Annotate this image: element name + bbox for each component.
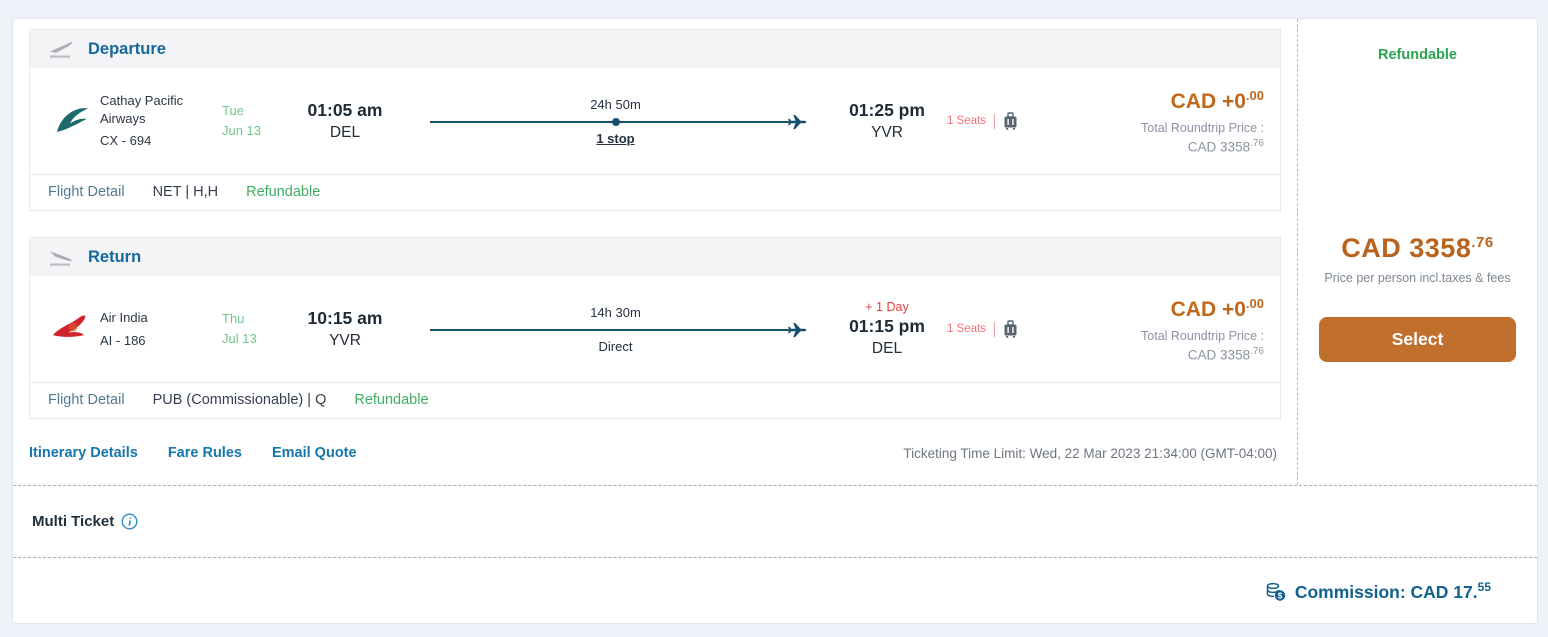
flight-number: AI - 186 <box>100 332 146 348</box>
landing-plane-icon <box>48 248 75 267</box>
airline-name: Air India <box>100 309 148 325</box>
return-date-value: Jul 13 <box>222 331 257 346</box>
stops-label: Direct <box>598 338 633 354</box>
coins-icon: $ <box>1266 582 1287 602</box>
seat-divider <box>994 321 995 337</box>
departure-date: Tue Jun 13 <box>222 101 286 141</box>
cathay-pacific-logo <box>42 100 100 142</box>
arrival-airport: YVR <box>871 124 903 141</box>
departure-time-block: 10:15 am YVR <box>286 308 404 350</box>
actions-row: Itinerary Details Fare Rules Email Quote… <box>29 445 1281 461</box>
divider <box>13 485 1537 486</box>
multi-ticket-label: Multi Ticket <box>32 513 115 530</box>
departure-airport: DEL <box>329 124 361 141</box>
panel-refundable-label: Refundable <box>1378 47 1457 63</box>
total-price-label: Total Roundtrip Price : <box>1141 328 1264 343</box>
seats-count: 1 Seats <box>947 323 986 335</box>
divider <box>13 557 1537 558</box>
departure-time: 10:15 am <box>307 308 383 328</box>
flight-path: 14h 30m Direct <box>430 304 807 354</box>
flight-path: 24h 50m 1 stop <box>430 96 807 146</box>
takeoff-plane-icon <box>48 40 75 59</box>
seat-divider <box>994 113 995 129</box>
refundable-tag[interactable]: Refundable <box>354 392 429 408</box>
flight-duration: 14h 30m <box>590 304 641 320</box>
airline-name: Cathay Pacific Airways <box>100 93 184 126</box>
departure-day: Tue <box>222 102 244 118</box>
stops-label[interactable]: 1 stop <box>596 130 635 146</box>
arrival-time: 01:15 pm <box>849 316 925 336</box>
return-date: Thu Jul 13 <box>222 309 286 349</box>
price-panel: Refundable CAD 3358.76 Price per person … <box>1297 19 1537 485</box>
seats-count: 1 Seats <box>947 115 986 127</box>
airline-info: Cathay Pacific Airways CX - 694 <box>100 92 212 150</box>
price-block: CAD +0.00 Total Roundtrip Price : CAD 33… <box>1035 88 1270 155</box>
total-price: CAD 3358.76 <box>1341 233 1494 263</box>
total-price-label: Total Roundtrip Price : <box>1141 120 1264 135</box>
return-title: Return <box>88 247 142 266</box>
departure-leg-card: Departure Cathay Pacific Airways CX - 69… <box>29 29 1281 211</box>
flight-detail-link[interactable]: Flight Detail <box>48 184 125 200</box>
departure-airport: YVR <box>329 332 361 349</box>
commission-row: $ Commission: CAD 17.55 <box>13 558 1537 623</box>
multi-ticket-row: Multi Ticket <box>13 486 1537 557</box>
air-india-logo <box>42 308 100 350</box>
flight-duration: 24h 50m <box>590 96 641 112</box>
plane-icon <box>787 322 807 338</box>
flight-path-line <box>430 322 807 337</box>
fare-basis-code: PUB (Commissionable) | Q <box>152 392 327 408</box>
price-block: CAD +0.00 Total Roundtrip Price : CAD 33… <box>1035 296 1270 363</box>
return-header: Return <box>30 238 1280 276</box>
svg-text:$: $ <box>1278 591 1283 600</box>
arrival-airport: DEL <box>871 340 903 357</box>
price-note: Price per person incl.taxes & fees <box>1324 271 1511 285</box>
baggage-icon[interactable] <box>1003 320 1018 338</box>
arrival-time: 01:25 pm <box>849 100 925 120</box>
fare-basis-code: NET | H,H <box>152 184 219 200</box>
total-price-value: CAD 3358.76 <box>1187 345 1264 363</box>
seats-info: 1 Seats <box>947 112 1035 130</box>
info-icon[interactable] <box>121 513 138 530</box>
departure-header: Departure <box>30 30 1280 68</box>
total-price-value: CAD 3358.76 <box>1187 137 1264 155</box>
departure-time-block: 01:05 am DEL <box>286 100 404 142</box>
flight-result-card: Departure Cathay Pacific Airways CX - 69… <box>12 18 1538 624</box>
price-delta: CAD +0.00 <box>1170 87 1264 113</box>
baggage-icon[interactable] <box>1003 112 1018 130</box>
price-delta: CAD +0.00 <box>1170 295 1264 321</box>
flight-path-line <box>430 114 807 129</box>
commission-amount: Commission: CAD 17.55 <box>1294 580 1491 602</box>
email-quote-link[interactable]: Email Quote <box>271 445 357 461</box>
plane-icon <box>787 114 807 130</box>
arrival-time-block: 01:25 pm YVR <box>827 100 947 142</box>
departure-title: Departure <box>88 39 166 58</box>
refundable-tag[interactable]: Refundable <box>246 184 321 200</box>
select-button[interactable]: Select <box>1319 317 1516 362</box>
ticketing-time-limit: Ticketing Time Limit: Wed, 22 Mar 2023 2… <box>903 445 1277 461</box>
departure-time: 01:05 am <box>307 100 383 120</box>
plus-one-day-label: + 1 Day <box>865 300 909 314</box>
return-leg-card: Return Air India AI - 186 <box>29 237 1281 419</box>
flight-number: CX - 694 <box>100 133 152 149</box>
airline-info: Air India AI - 186 <box>100 309 212 349</box>
itinerary-details-link[interactable]: Itinerary Details <box>29 445 138 461</box>
flight-detail-link[interactable]: Flight Detail <box>48 392 125 408</box>
arrival-time-block: + 1 Day 01:15 pm DEL <box>827 300 947 358</box>
seats-info: 1 Seats <box>947 320 1035 338</box>
return-day: Thu <box>222 310 245 326</box>
departure-date-value: Jun 13 <box>222 123 262 138</box>
fare-rules-link[interactable]: Fare Rules <box>167 445 242 461</box>
stopover-dot <box>611 117 620 126</box>
